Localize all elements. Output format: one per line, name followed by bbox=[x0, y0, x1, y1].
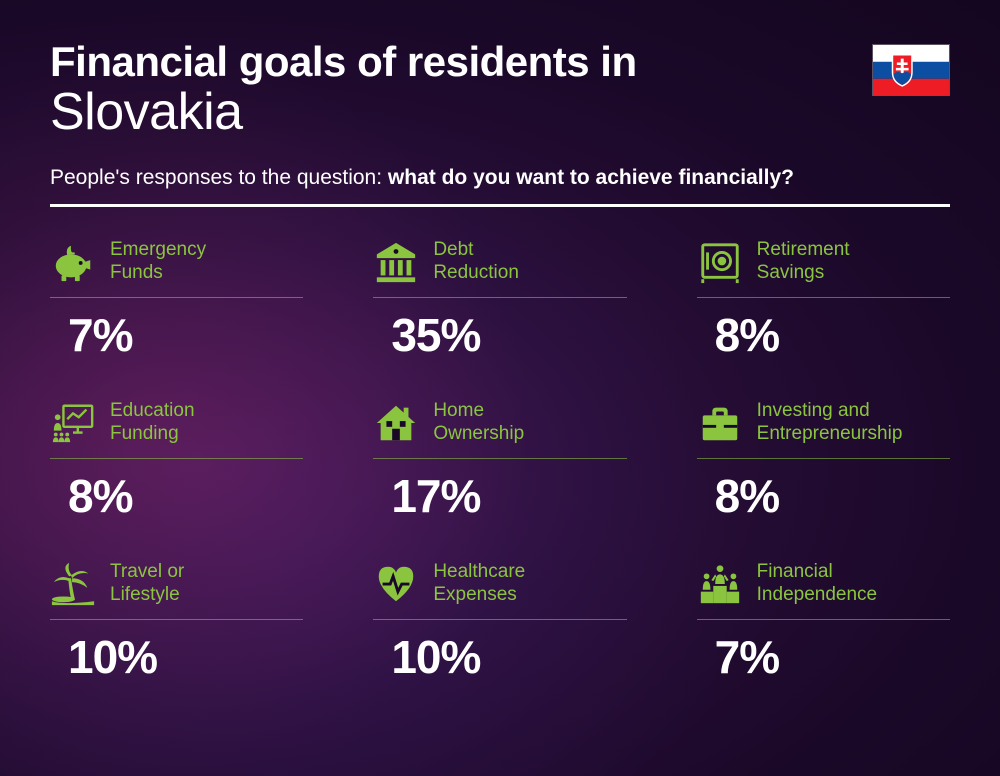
card-divider bbox=[373, 297, 626, 298]
piggy-bank-icon bbox=[50, 239, 96, 285]
card-divider bbox=[697, 297, 950, 298]
goal-label: EducationFunding bbox=[110, 400, 195, 446]
bank-icon bbox=[373, 239, 419, 285]
divider-main bbox=[50, 204, 950, 207]
goal-value: 10% bbox=[50, 630, 303, 684]
briefcase-icon bbox=[697, 400, 743, 446]
goal-label: HomeOwnership bbox=[433, 400, 524, 446]
house-icon bbox=[373, 400, 419, 446]
flag-slovakia bbox=[872, 44, 950, 96]
title-country: Slovakia bbox=[50, 82, 950, 142]
goal-value: 8% bbox=[50, 469, 303, 523]
card-divider bbox=[50, 297, 303, 298]
goal-value: 35% bbox=[373, 308, 626, 362]
card-divider bbox=[50, 458, 303, 459]
card-divider bbox=[50, 619, 303, 620]
goal-card: EducationFunding 8% bbox=[50, 398, 303, 523]
goal-value: 8% bbox=[697, 469, 950, 523]
goal-label: HealthcareExpenses bbox=[433, 561, 525, 607]
goal-card: HomeOwnership 17% bbox=[373, 398, 626, 523]
goal-value: 10% bbox=[373, 630, 626, 684]
goal-card: RetirementSavings 8% bbox=[697, 237, 950, 362]
goal-label: DebtReduction bbox=[433, 239, 519, 285]
goal-card: EmergencyFunds 7% bbox=[50, 237, 303, 362]
goal-label: FinancialIndependence bbox=[757, 561, 877, 607]
card-divider bbox=[697, 458, 950, 459]
card-divider bbox=[373, 458, 626, 459]
subtitle-question: what do you want to achieve financially? bbox=[388, 166, 794, 189]
title-prefix: Financial goals of residents in bbox=[50, 38, 950, 86]
goal-label: RetirementSavings bbox=[757, 239, 850, 285]
card-divider bbox=[373, 619, 626, 620]
goals-grid: EmergencyFunds 7% DebtReduction 35% bbox=[50, 237, 950, 684]
goal-card: Travel orLifestyle 10% bbox=[50, 559, 303, 684]
safe-icon bbox=[697, 239, 743, 285]
goal-label: Investing andEntrepreneurship bbox=[757, 400, 903, 446]
goal-value: 8% bbox=[697, 308, 950, 362]
goal-card: DebtReduction 35% bbox=[373, 237, 626, 362]
subtitle-lead: People's responses to the question: bbox=[50, 166, 388, 189]
heart-pulse-icon bbox=[373, 561, 419, 607]
presentation-icon bbox=[50, 400, 96, 446]
goal-value: 7% bbox=[697, 630, 950, 684]
goal-value: 7% bbox=[50, 308, 303, 362]
palm-icon bbox=[50, 561, 96, 607]
goal-value: 17% bbox=[373, 469, 626, 523]
goal-card: HealthcareExpenses 10% bbox=[373, 559, 626, 684]
goal-label: EmergencyFunds bbox=[110, 239, 206, 285]
header: Financial goals of residents in Slovakia bbox=[50, 38, 950, 142]
goal-card: Investing andEntrepreneurship 8% bbox=[697, 398, 950, 523]
card-divider bbox=[697, 619, 950, 620]
subtitle: People's responses to the question: what… bbox=[50, 166, 950, 190]
goal-card: FinancialIndependence 7% bbox=[697, 559, 950, 684]
goal-label: Travel orLifestyle bbox=[110, 561, 184, 607]
podium-icon bbox=[697, 561, 743, 607]
